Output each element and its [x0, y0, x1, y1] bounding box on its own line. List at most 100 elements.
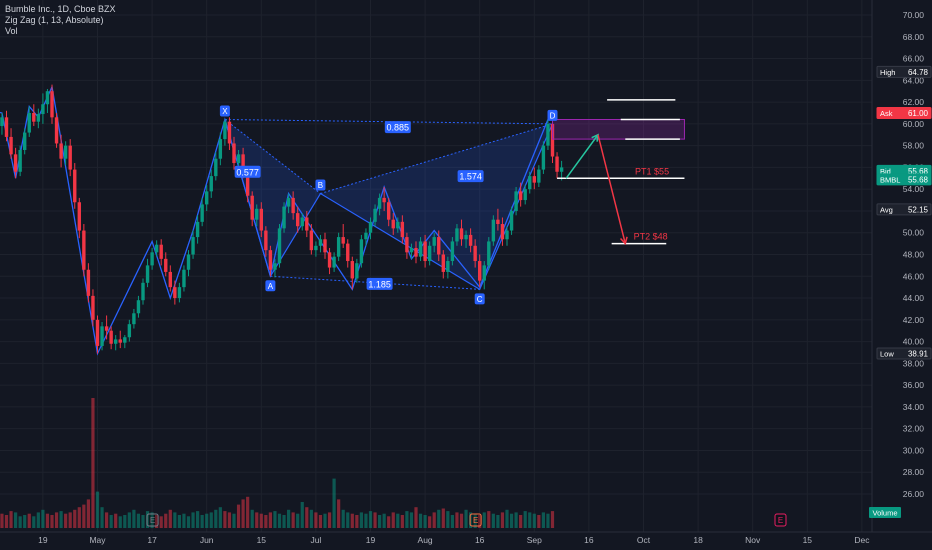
- price-tick-label: 40.00: [903, 337, 925, 347]
- volume-bar: [428, 516, 432, 528]
- candle: [4, 110, 9, 142]
- candle: [400, 215, 405, 244]
- price-label-name: Low: [880, 349, 894, 358]
- candle: [32, 104, 36, 127]
- candle-body: [368, 221, 373, 233]
- volume-bar: [387, 516, 391, 528]
- candle-body: [100, 326, 104, 346]
- volume-bar: [196, 511, 200, 528]
- price-label-value: 38.91: [908, 349, 929, 358]
- candle: [63, 141, 68, 166]
- candle: [223, 119, 227, 146]
- candle-body: [109, 330, 113, 344]
- candle: [186, 250, 191, 277]
- candle-body: [314, 245, 318, 251]
- price-label-avg: Avg 52.15: [876, 203, 932, 216]
- candle: [432, 232, 436, 253]
- candle-body: [291, 197, 295, 214]
- time-tick-label: Jul: [310, 535, 321, 545]
- price-label-box: [876, 347, 932, 360]
- candle: [336, 232, 341, 262]
- candle-body: [13, 154, 18, 172]
- candle-body: [245, 171, 250, 196]
- candle: [541, 141, 546, 174]
- volume-bar: [296, 513, 300, 528]
- volume-bar: [446, 511, 450, 528]
- volume-bar: [441, 508, 445, 528]
- candle-body: [223, 121, 227, 140]
- candle: [291, 191, 295, 220]
- candle-body: [255, 208, 259, 220]
- candle: [195, 215, 200, 244]
- volume-badge-box: [869, 507, 901, 518]
- candle-body: [59, 143, 63, 159]
- candle-body: [300, 217, 304, 227]
- volume-bar: [223, 511, 227, 528]
- time-axis[interactable]: 19 May 17 Jun 15 Jul 19 Aug 16 Sep 16 Oct 18 Nov 15 Dec: [0, 531, 932, 545]
- candle: [100, 321, 104, 351]
- candle-body: [205, 191, 209, 205]
- candle-body: [9, 136, 13, 155]
- symbol-title[interactable]: Bumble Inc., 1D, Cboe BZX: [5, 4, 116, 14]
- volume-bar: [455, 512, 459, 528]
- candle-body: [164, 258, 168, 272]
- zigzag-legend[interactable]: Zig Zag (1, 13, Absolute): [5, 15, 104, 25]
- candle: [505, 226, 509, 246]
- candle: [13, 147, 18, 179]
- candle-body: [532, 176, 536, 183]
- candle: [500, 217, 505, 246]
- candle: [377, 193, 382, 216]
- candle-body: [441, 254, 445, 272]
- volume-bar: [350, 513, 354, 528]
- candle: [368, 217, 373, 240]
- candle-body: [377, 197, 382, 209]
- volume-bar: [9, 511, 13, 528]
- candle: [286, 193, 291, 214]
- time-tick-label: Jun: [200, 535, 214, 545]
- candle-body: [282, 206, 286, 229]
- candle: [255, 204, 259, 227]
- candle-body: [0, 117, 4, 127]
- candle: [409, 243, 414, 259]
- candle: [418, 237, 423, 262]
- price-label-box: [876, 65, 932, 78]
- candle: [273, 258, 277, 278]
- candle-body: [41, 104, 45, 115]
- volume-bar: [346, 512, 350, 528]
- volume-bar: [4, 515, 9, 528]
- target-label: PT2 $48: [634, 232, 668, 242]
- price-tick-label: 28.00: [903, 467, 925, 477]
- volume-bar: [118, 516, 122, 528]
- candle-body: [127, 324, 132, 338]
- reversal-zone-box: [552, 119, 685, 140]
- candle-body: [523, 189, 527, 201]
- volume-badge: Volume: [869, 507, 901, 518]
- volume-legend[interactable]: Vol: [5, 26, 18, 36]
- candle: [496, 208, 500, 231]
- time-tick-label: 16: [475, 535, 485, 545]
- candle: [250, 191, 254, 227]
- candle-body: [182, 269, 186, 288]
- time-tick-label: May: [89, 535, 106, 545]
- down-arrow-shaft: [597, 134, 627, 244]
- ratio-badge: [384, 121, 411, 134]
- candle-body: [541, 145, 546, 170]
- volume-bar: [514, 512, 518, 528]
- price-tick-label: 42.00: [903, 315, 925, 325]
- candle: [491, 215, 496, 246]
- candle: [523, 184, 527, 205]
- candle-body: [450, 241, 455, 262]
- volume-bar: [482, 512, 486, 528]
- volume-bar: [82, 504, 86, 528]
- candle: [91, 289, 95, 327]
- volume-bar: [14, 512, 18, 528]
- point-label-d: D: [547, 109, 558, 121]
- candle: [459, 219, 464, 246]
- candle-body: [455, 228, 459, 242]
- candle: [309, 224, 314, 255]
- price-label-name: Bid: [880, 167, 891, 176]
- volume-bar: [155, 515, 159, 528]
- candle: [482, 261, 486, 290]
- candle: [136, 295, 141, 318]
